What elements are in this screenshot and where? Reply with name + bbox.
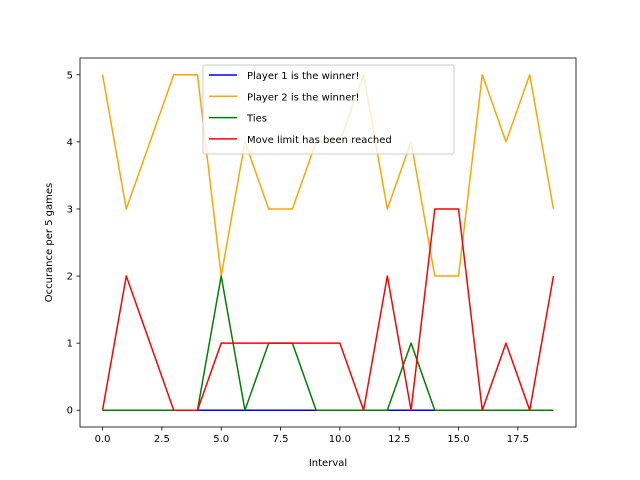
legend-label: Move limit has been reached [247, 135, 392, 146]
y-tick-label: 4 [67, 137, 73, 148]
x-axis-label: Interval [309, 458, 347, 469]
x-tick-label: 0.0 [95, 434, 111, 445]
y-axis-label: Occurance per 5 games [44, 183, 55, 303]
legend-label: Player 1 is the winner! [247, 71, 360, 82]
x-tick-label: 7.5 [273, 434, 289, 445]
x-tick-label: 12.5 [388, 434, 410, 445]
y-tick-label: 3 [67, 204, 73, 215]
x-tick-label: 17.5 [507, 434, 529, 445]
legend-label: Ties [246, 114, 267, 125]
x-tick-label: 2.5 [154, 434, 170, 445]
y-tick-label: 5 [67, 70, 73, 81]
x-tick-label: 15.0 [447, 434, 469, 445]
y-tick-label: 0 [67, 406, 73, 417]
legend-label: Player 2 is the winner! [247, 92, 360, 103]
y-tick-label: 1 [67, 339, 73, 350]
legend: Player 1 is the winner! Player 2 is the w… [203, 65, 454, 154]
y-tick-label: 2 [67, 272, 73, 283]
x-tick-label: 10.0 [329, 434, 351, 445]
x-tick-label: 5.0 [213, 434, 229, 445]
